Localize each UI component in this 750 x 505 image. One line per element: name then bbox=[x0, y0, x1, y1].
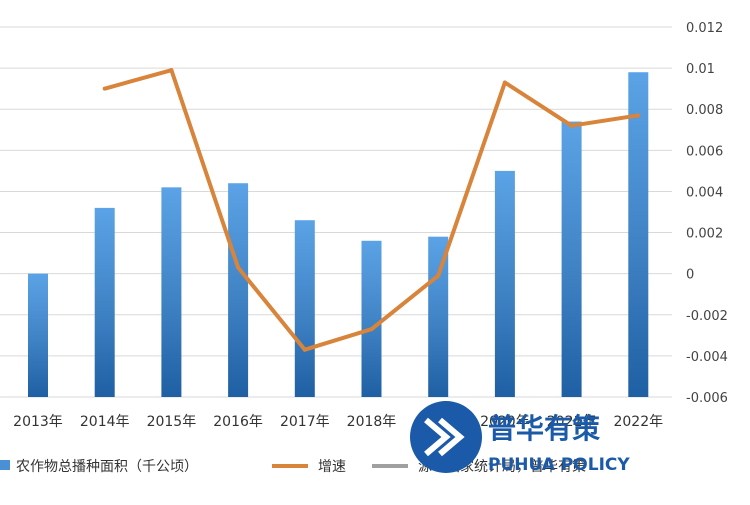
line-series bbox=[102, 68, 641, 352]
y-right-tick-label: 0 bbox=[686, 268, 694, 283]
growth-point bbox=[369, 327, 374, 332]
bar bbox=[94, 207, 115, 397]
legend: 农作物总播种面积（千公顷） 增速 源：国家统计局，普华有策 bbox=[0, 458, 586, 475]
bar bbox=[161, 187, 182, 397]
x-tick-label: 2016年 bbox=[213, 414, 263, 430]
right-axis-ticks: -0.006 -0.004 -0.002 0 0.002 0.004 0.006 0.008 0… bbox=[686, 21, 728, 406]
bar bbox=[28, 273, 48, 397]
bar bbox=[428, 236, 449, 397]
y-right-tick-label: 0.002 bbox=[686, 227, 723, 242]
x-tick-label: 2017年 bbox=[280, 414, 330, 430]
bar bbox=[294, 220, 315, 397]
watermark-chevron-icon bbox=[424, 417, 451, 457]
bar bbox=[561, 121, 582, 398]
x-tick-label: 2013年 bbox=[13, 414, 63, 430]
bar bbox=[494, 170, 515, 397]
growth-point bbox=[302, 347, 307, 352]
y-right-tick-label: 0.008 bbox=[686, 103, 723, 118]
x-axis-ticks: 2013年 2014年 2015年 2016年 2017年 2018年 2020年 2021年… bbox=[13, 414, 663, 430]
watermark-en: PUHUA POLICY bbox=[488, 455, 630, 475]
bar bbox=[628, 72, 649, 397]
legend-label: 农作物总播种面积（千公顷） bbox=[16, 459, 198, 475]
bar-series bbox=[28, 72, 649, 398]
y-right-tick-label: 0.01 bbox=[686, 62, 715, 77]
y-right-tick-label: -0.006 bbox=[686, 391, 728, 406]
growth-point bbox=[236, 265, 241, 270]
x-tick-label: 2014年 bbox=[80, 414, 130, 430]
x-tick-label: 2018年 bbox=[347, 414, 397, 430]
legend-label: 增速 bbox=[318, 459, 346, 475]
watermark: 普华有策 PUHUA POLICY bbox=[410, 401, 630, 475]
y-right-tick-label: -0.004 bbox=[686, 350, 728, 365]
growth-point bbox=[636, 113, 641, 118]
x-tick-label: 2015年 bbox=[147, 414, 197, 430]
bar bbox=[228, 183, 249, 397]
x-tick-label: 2022年 bbox=[613, 414, 663, 430]
growth-point bbox=[569, 123, 574, 128]
y-right-tick-label: -0.002 bbox=[686, 309, 728, 324]
growth-point bbox=[169, 68, 174, 73]
growth-point bbox=[436, 273, 441, 278]
x-tick-label: 2021年 bbox=[547, 414, 597, 430]
y-right-tick-label: 0.012 bbox=[686, 21, 723, 36]
growth-point bbox=[502, 80, 507, 85]
growth-point bbox=[102, 86, 107, 91]
bar bbox=[361, 240, 382, 397]
legend-bar-swatch bbox=[0, 460, 10, 470]
x-tick-label: 2020年 bbox=[480, 414, 530, 430]
watermark-cn: 普华有策 bbox=[488, 412, 600, 445]
y-right-tick-label: 0.004 bbox=[686, 185, 723, 200]
y-right-tick-label: 0.006 bbox=[686, 144, 723, 159]
